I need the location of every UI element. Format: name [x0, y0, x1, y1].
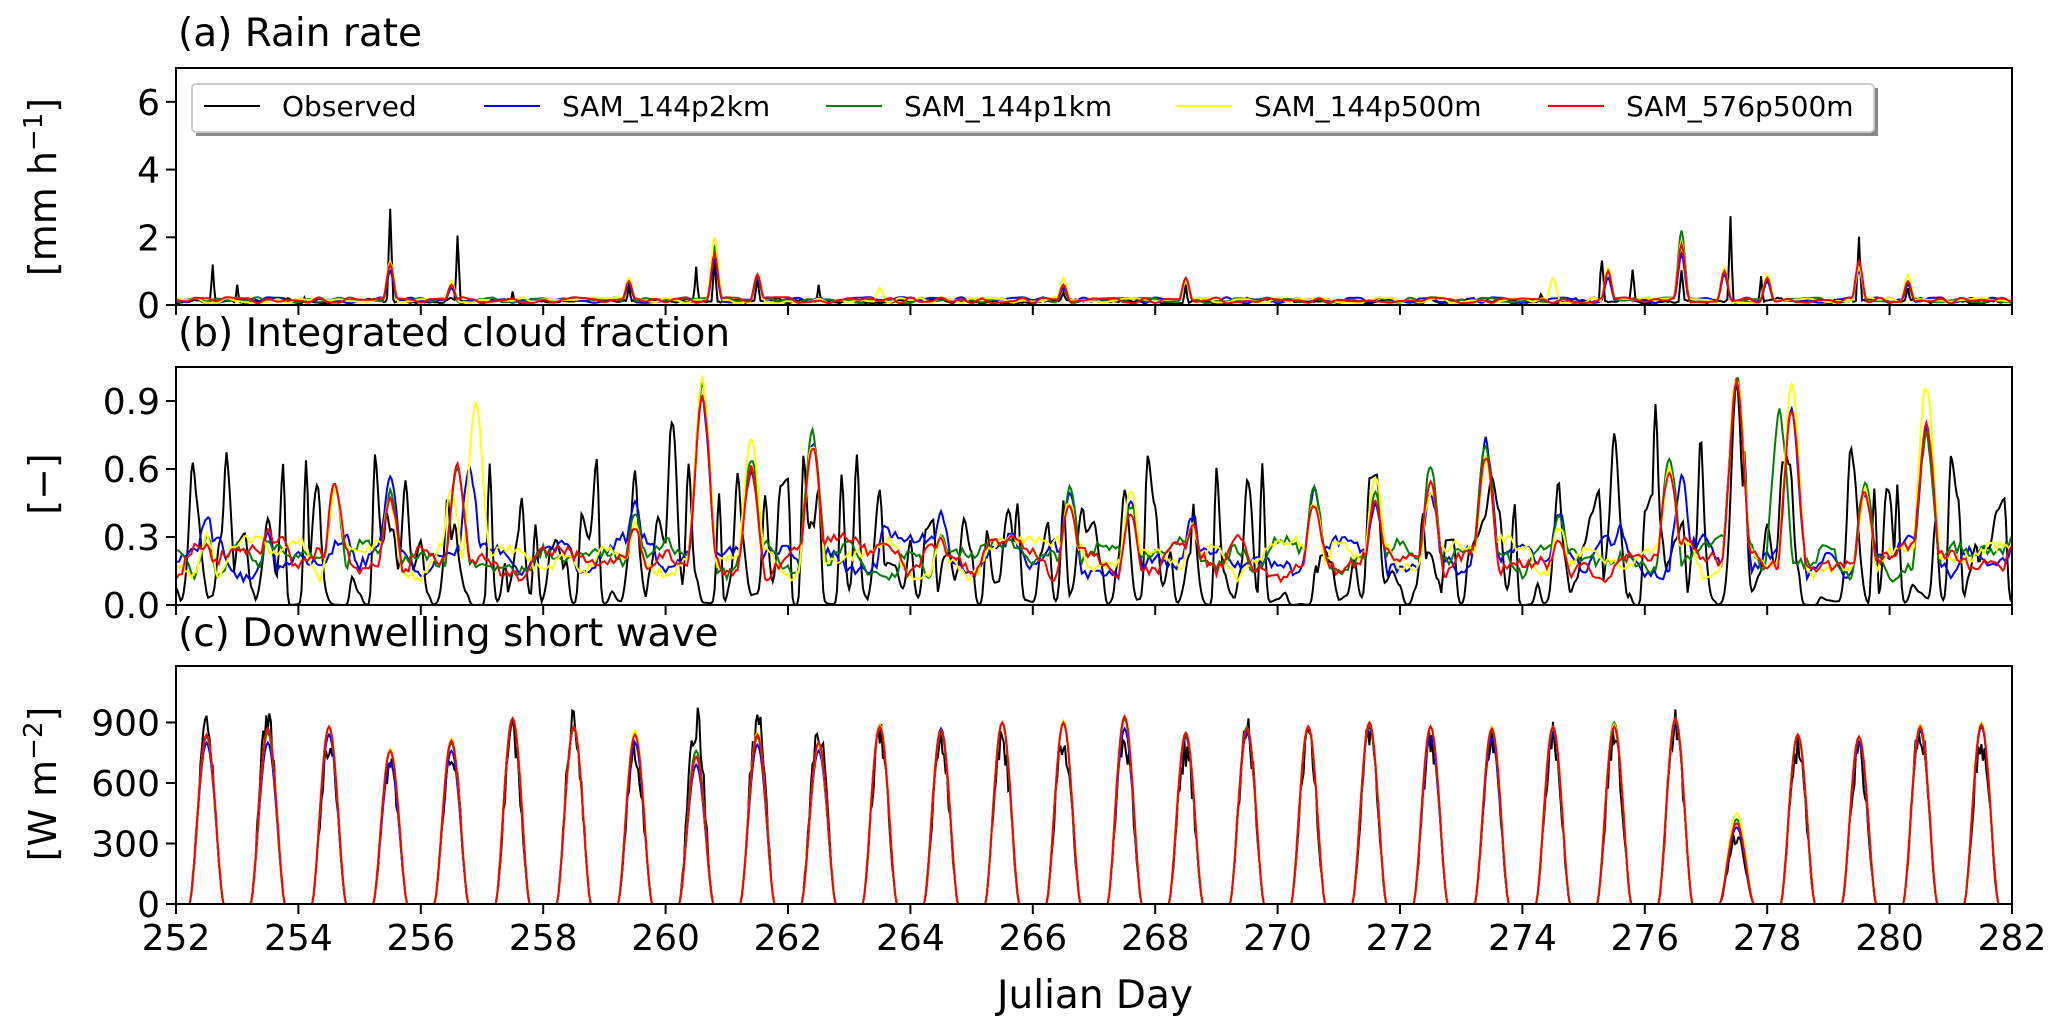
legend: Observed SAM_144p2km SAM_144p1km SAM_144p50… [191, 83, 1878, 136]
y-tick-label: 300 [91, 824, 160, 865]
panel-frame [175, 366, 2013, 606]
x-tick-label: 256 [386, 918, 455, 959]
x-tick-label: 252 [142, 918, 211, 959]
panel-c-ylabel: [W m−2] [19, 707, 65, 862]
panel-a-title: (a) Rain rate [178, 11, 422, 56]
legend-label: Observed [282, 90, 417, 123]
y-tick-label: 4 [137, 151, 160, 192]
series-line-SAM_144p1km [176, 716, 2012, 905]
panel-a-ylabel: [mm h−1] [19, 98, 65, 276]
series-line-SAM_144p1km [175, 377, 2013, 584]
y-tick-label: 900 [91, 703, 160, 744]
y-tick-label: 0.9 [103, 382, 160, 423]
x-tick-label: 272 [1366, 918, 1435, 959]
legend-box [191, 83, 1875, 133]
x-axis-label: Julian Day [994, 973, 1193, 1018]
legend-label: SAM_144p500m [1254, 90, 1482, 123]
y-tick-label: 0.3 [103, 518, 160, 559]
y-tick-label: 600 [91, 764, 160, 805]
legend-label: SAM_144p1km [904, 90, 1112, 123]
x-tick-label: 276 [1610, 918, 1679, 959]
x-tick-label: 274 [1488, 918, 1557, 959]
x-tick-label: 262 [754, 918, 823, 959]
series-line-SAM_576p500m [175, 240, 2013, 305]
x-tick-label: 278 [1733, 918, 1802, 959]
panel-b-ylabel: [−] [21, 453, 65, 515]
panel-c-title: (c) Downwelling short wave [178, 611, 719, 656]
series-line-SAM_144p500m [175, 374, 2013, 585]
x-tick-label: 264 [876, 918, 945, 959]
y-tick-label: 0.6 [103, 450, 160, 491]
y-tick-label: 6 [137, 83, 160, 124]
x-tick-label: 270 [1243, 918, 1312, 959]
x-tick-label: 268 [1121, 918, 1190, 959]
series-line-SAM_144p2km [176, 716, 2012, 905]
panel-b-title: (b) Integrated cloud fraction [178, 311, 730, 356]
series-line-SAM_144p500m [175, 237, 2012, 305]
y-tick-label: 0 [137, 286, 160, 327]
x-tick-label: 280 [1855, 918, 1924, 959]
panel-frame [175, 665, 2013, 905]
legend-label: SAM_144p2km [562, 90, 770, 123]
x-tick-label: 282 [1978, 918, 2047, 959]
panel-2: 0 300 600 900 252 254 256 258 260 262 264 266 268 270… [91, 665, 2047, 959]
y-tick-label: 0 [137, 885, 160, 926]
x-tick-label: 260 [631, 918, 700, 959]
panel-frame [175, 67, 2013, 306]
y-tick-label: 2 [137, 218, 160, 259]
x-tick-label: 266 [998, 918, 1067, 959]
series-line-SAM_576p500m [175, 377, 2013, 584]
legend-label: SAM_576p500m [1626, 90, 1854, 123]
y-tick-label: 0.0 [103, 586, 160, 627]
series-line-SAM_144p1km [175, 230, 2013, 305]
x-tick-label: 254 [264, 918, 333, 959]
series-line-SAM_144p2km [175, 250, 2013, 305]
x-tick-label: 258 [509, 918, 578, 959]
panel-0: 0 2 4 6 [137, 67, 2013, 327]
panel-1: 0.0 0.3 0.6 0.9 [103, 366, 2013, 627]
